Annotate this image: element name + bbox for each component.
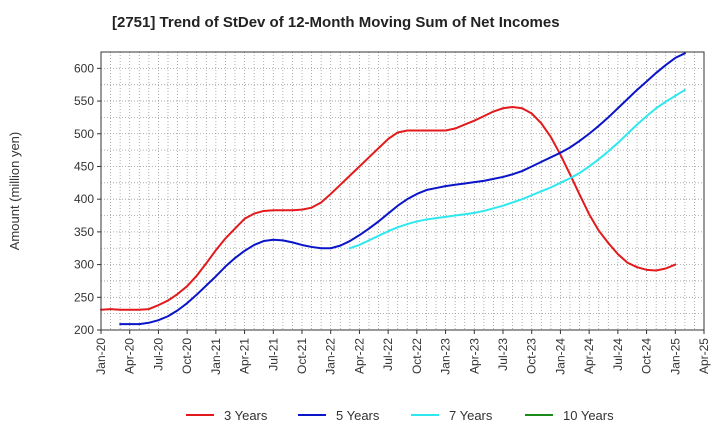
x-tick-label: Oct-24	[640, 338, 654, 374]
y-tick-label: 200	[74, 323, 94, 337]
x-tick-label: Jul-23	[496, 338, 510, 371]
axes: 200 250 300 350 400 450 500 550 600 Jan-20 Apr-20 J…	[7, 51, 711, 375]
x-tick-label: Apr-21	[238, 338, 252, 374]
x-tick-label: Jul-22	[381, 338, 395, 371]
x-tick-label: Jan-25	[668, 338, 682, 375]
y-tick-label: 250	[74, 290, 94, 304]
legend-label-10-years: 10 Years	[563, 408, 614, 423]
x-tick-label: Jul-24	[611, 338, 625, 371]
x-tick-label: Jan-24	[553, 338, 567, 375]
x-tick-label: Oct-21	[295, 338, 309, 374]
x-tick-label: Jan-23	[439, 338, 453, 375]
x-tick-label: Jan-20	[94, 338, 108, 375]
x-tick-label: Oct-22	[410, 338, 424, 374]
y-tick-label: 300	[74, 258, 94, 272]
x-tick-label: Apr-25	[697, 338, 711, 374]
x-tick-label: Oct-23	[525, 338, 539, 374]
y-tick-label: 350	[74, 225, 94, 239]
x-tick-label: Apr-23	[467, 338, 481, 374]
legend: 3 Years 5 Years 7 Years 10 Years	[186, 408, 614, 423]
series-lines	[100, 52, 686, 326]
plot-area	[101, 52, 704, 330]
x-tick-label: Jan-21	[209, 338, 223, 375]
x-tick-label: Apr-22	[352, 338, 366, 374]
y-tick-label: 500	[74, 127, 94, 141]
x-tick-label: Jan-22	[324, 338, 338, 375]
series-line-5-years	[119, 52, 686, 326]
y-tick-label: 400	[74, 192, 94, 206]
series-line-3-years	[100, 105, 677, 311]
legend-label-5-years: 5 Years	[336, 408, 380, 423]
x-tick-label: Apr-20	[123, 338, 137, 374]
y-tick-label: 550	[74, 94, 94, 108]
series-line-7-years	[348, 88, 686, 250]
plot-border	[100, 51, 705, 331]
x-tick-label: Oct-20	[180, 338, 194, 374]
plot-background	[101, 52, 704, 330]
y-tick-label: 600	[74, 61, 94, 75]
x-tick-label: Jul-20	[151, 338, 165, 371]
chart-title: [2751] Trend of StDev of 12-Month Moving…	[112, 14, 560, 31]
y-axis-title: Amount (million yen)	[7, 132, 22, 251]
legend-label-3-years: 3 Years	[224, 408, 268, 423]
x-tick-label: Apr-24	[582, 338, 596, 374]
x-tick-label: Jul-21	[266, 338, 280, 371]
y-tick-label: 450	[74, 159, 94, 173]
legend-label-7-years: 7 Years	[449, 408, 493, 423]
